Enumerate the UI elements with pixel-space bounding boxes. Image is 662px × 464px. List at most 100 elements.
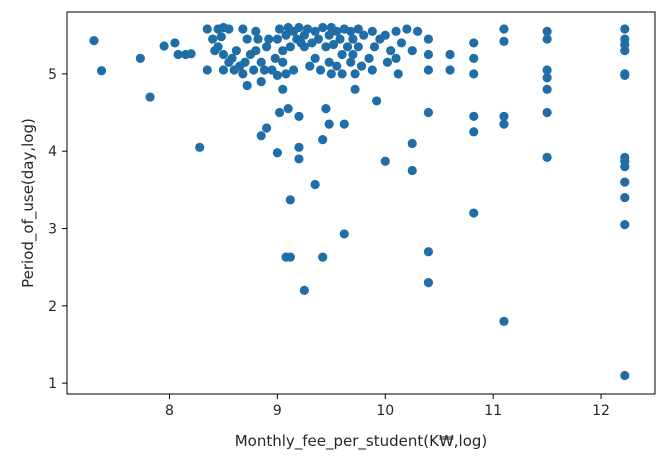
data-point bbox=[353, 42, 363, 52]
data-point bbox=[305, 61, 315, 71]
data-point bbox=[469, 127, 479, 137]
y-tick-label: 4 bbox=[48, 144, 57, 160]
data-point bbox=[285, 195, 295, 205]
data-point bbox=[542, 26, 552, 36]
data-point bbox=[218, 65, 229, 75]
data-point bbox=[270, 53, 280, 63]
data-point bbox=[620, 70, 630, 81]
data-point bbox=[445, 65, 455, 75]
data-point bbox=[318, 22, 328, 33]
data-point bbox=[620, 370, 630, 381]
data-point bbox=[348, 34, 358, 44]
x-axis-ticks: 8 9 10 11 12 bbox=[165, 394, 610, 419]
data-point bbox=[380, 30, 390, 40]
data-point bbox=[315, 65, 326, 75]
data-point bbox=[359, 30, 369, 40]
scatter-points bbox=[89, 22, 630, 381]
data-point bbox=[285, 42, 295, 52]
x-tick-label: 9 bbox=[273, 403, 282, 419]
data-point bbox=[324, 57, 334, 67]
data-point bbox=[240, 57, 250, 67]
data-point bbox=[318, 134, 328, 145]
data-point bbox=[256, 76, 266, 87]
data-point bbox=[89, 36, 99, 46]
data-point bbox=[231, 46, 241, 56]
data-point bbox=[423, 247, 434, 257]
data-point bbox=[391, 26, 401, 36]
data-point bbox=[294, 22, 304, 33]
data-point bbox=[253, 34, 263, 44]
data-point bbox=[278, 84, 288, 94]
data-point bbox=[499, 36, 509, 46]
data-point bbox=[413, 26, 423, 36]
data-point bbox=[542, 84, 552, 94]
data-point bbox=[386, 46, 396, 56]
data-point bbox=[321, 42, 331, 52]
data-point bbox=[620, 24, 630, 34]
x-tick-label: 8 bbox=[165, 403, 174, 419]
x-axis-label: Monthly_fee_per_student(K₩,log) bbox=[235, 432, 488, 451]
data-point bbox=[350, 84, 360, 94]
data-point bbox=[238, 69, 248, 79]
data-point bbox=[283, 104, 293, 114]
data-point bbox=[272, 148, 282, 158]
data-point bbox=[469, 69, 479, 79]
data-point bbox=[382, 57, 393, 67]
data-point bbox=[372, 96, 382, 106]
data-point bbox=[402, 24, 412, 34]
y-tick-label: 1 bbox=[48, 376, 57, 392]
data-point bbox=[407, 138, 417, 149]
data-point bbox=[202, 24, 212, 34]
data-point bbox=[346, 57, 356, 67]
data-point bbox=[542, 34, 552, 44]
data-point bbox=[264, 34, 274, 44]
data-point bbox=[407, 165, 417, 176]
y-axis-label: Period_of_use(day,log) bbox=[19, 118, 38, 288]
data-point bbox=[423, 49, 434, 60]
data-point bbox=[299, 42, 309, 52]
data-point bbox=[369, 42, 380, 52]
data-point bbox=[227, 53, 237, 63]
x-tick-label: 11 bbox=[484, 403, 502, 419]
y-tick-label: 2 bbox=[48, 299, 57, 315]
data-point bbox=[348, 49, 358, 60]
data-point bbox=[294, 111, 304, 121]
data-point bbox=[251, 26, 261, 36]
data-point bbox=[294, 142, 304, 152]
data-point bbox=[272, 34, 282, 44]
data-point bbox=[423, 65, 434, 75]
data-point bbox=[310, 26, 320, 36]
data-point bbox=[337, 69, 347, 79]
data-point bbox=[285, 252, 295, 262]
data-point bbox=[469, 53, 479, 63]
plot-frame bbox=[66, 11, 656, 395]
data-point bbox=[339, 229, 349, 239]
data-point bbox=[249, 65, 259, 75]
data-point bbox=[281, 69, 291, 79]
data-point bbox=[620, 162, 630, 172]
data-point bbox=[216, 32, 226, 42]
data-point bbox=[469, 111, 479, 121]
data-point bbox=[346, 26, 356, 36]
data-point bbox=[299, 285, 309, 295]
data-point bbox=[208, 34, 218, 44]
data-point bbox=[499, 316, 509, 326]
data-point bbox=[294, 154, 304, 164]
data-point bbox=[469, 208, 479, 218]
data-point bbox=[407, 46, 417, 56]
data-point bbox=[186, 49, 196, 59]
x-tick-label: 12 bbox=[592, 403, 610, 419]
data-point bbox=[313, 34, 323, 44]
data-point bbox=[288, 65, 299, 75]
data-point bbox=[542, 65, 552, 75]
data-point bbox=[242, 34, 252, 44]
data-point bbox=[620, 220, 630, 230]
data-point bbox=[321, 104, 331, 114]
data-point bbox=[620, 192, 630, 203]
data-point bbox=[499, 24, 509, 34]
data-point bbox=[278, 57, 288, 67]
data-point bbox=[261, 42, 272, 52]
data-point bbox=[318, 252, 328, 262]
data-point bbox=[145, 92, 155, 102]
